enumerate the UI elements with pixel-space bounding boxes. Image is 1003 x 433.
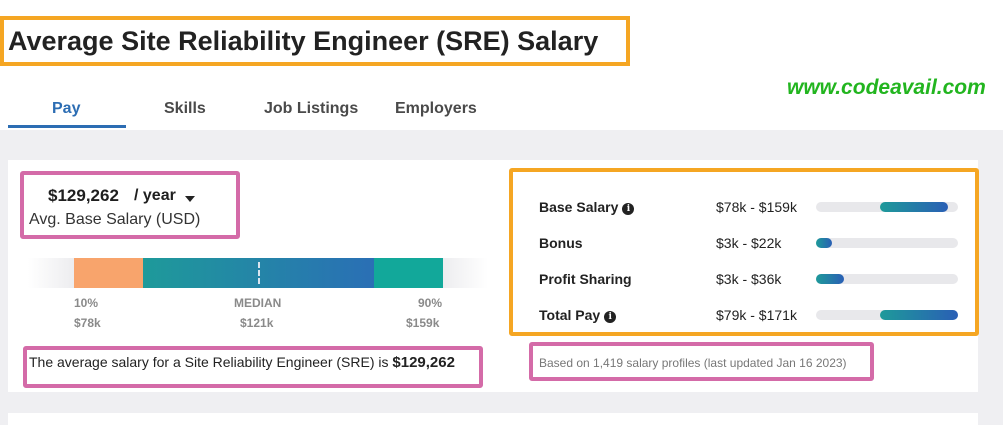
average-sentence-prefix: The average salary for a Site Reliabilit… — [29, 354, 393, 370]
breakdown-range-base-salary: $78k - $159k — [716, 199, 797, 215]
page-title: Average Site Reliability Engineer (SRE) … — [8, 26, 599, 56]
info-icon[interactable]: i — [622, 203, 635, 215]
percentile-low-value: $78k — [74, 316, 101, 330]
breakdown-range-bonus: $3k - $22k — [716, 235, 782, 251]
footnote-highlight-box — [529, 342, 874, 381]
chevron-down-icon[interactable] — [185, 196, 195, 202]
footnote: Based on 1,419 salary profiles (last upd… — [539, 356, 847, 370]
breakdown-track-base-salary — [816, 202, 958, 212]
tab-pay[interactable]: Pay — [52, 100, 81, 117]
breakdown-label-bonus: Bonus — [539, 235, 583, 251]
range-segment-high — [374, 258, 443, 288]
breakdown-range-total-pay: $79k - $171k — [716, 307, 797, 323]
percentile-median-label: MEDIAN — [234, 296, 282, 310]
next-card — [8, 413, 978, 433]
percentile-high-label: 90% — [418, 296, 443, 310]
breakdown-fill-total-pay — [879, 310, 958, 320]
breakdown-fill-bonus — [816, 238, 832, 248]
breakdown-track-profit-sharing — [816, 274, 958, 284]
summary-highlight-box — [20, 171, 240, 239]
breakdown-label-profit-sharing: Profit Sharing — [539, 271, 632, 287]
breakdown-label-total-pay: Total Pay i — [539, 307, 617, 323]
tab-skills[interactable]: Skills — [164, 100, 206, 117]
breakdown-highlight-box — [509, 168, 979, 336]
breakdown-range-profit-sharing: $3k - $36k — [716, 271, 782, 287]
breakdown-fill-base-salary — [879, 202, 949, 212]
tab-job-listings[interactable]: Job Listings — [264, 100, 359, 117]
info-icon[interactable]: i — [604, 311, 617, 323]
range-segment-low — [74, 258, 143, 288]
breakdown-label-base-salary: Base Salary i — [539, 199, 635, 215]
period-selector[interactable]: / year — [134, 187, 176, 204]
tab-bar: Pay Skills Job Listings Employers — [0, 92, 1003, 130]
breakdown-track-bonus — [816, 238, 958, 248]
tab-employers[interactable]: Employers — [395, 100, 477, 117]
breakdown-fill-profit-sharing — [816, 274, 845, 284]
average-highlight-box — [23, 346, 483, 388]
average-salary-sentence: The average salary for a Site Reliabilit… — [29, 354, 455, 371]
breakdown-track-total-pay — [816, 310, 958, 320]
average-sentence-amount: $129,262 — [392, 354, 455, 371]
watermark: www.codeavail.com — [787, 76, 986, 99]
salary-label: Avg. Base Salary (USD) — [29, 211, 201, 228]
title-highlight-box — [0, 16, 630, 66]
salary-amount: $129,262 — [48, 186, 119, 205]
median-marker — [258, 262, 260, 284]
percentile-median-value: $121k — [240, 316, 274, 330]
percentile-low-label: 10% — [74, 296, 99, 310]
active-tab-indicator — [8, 125, 126, 128]
percentile-high-value: $159k — [406, 316, 440, 330]
